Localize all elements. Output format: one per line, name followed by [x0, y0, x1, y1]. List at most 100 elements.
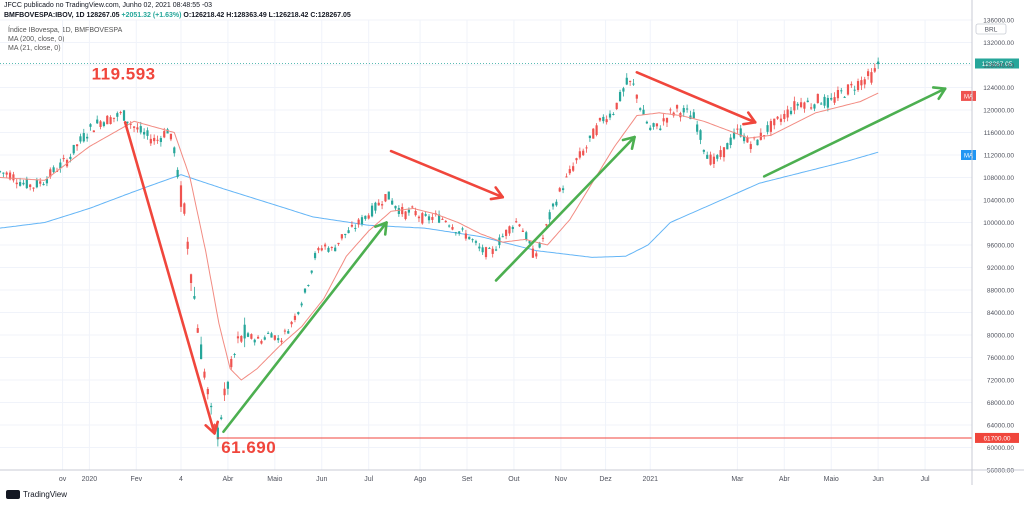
- candle: [625, 77, 628, 85]
- candle: [484, 247, 488, 258]
- candle: [19, 182, 22, 186]
- currency-box: [975, 23, 1007, 35]
- candle: [280, 340, 283, 343]
- candle: [642, 109, 645, 115]
- candle: [360, 217, 364, 224]
- axes: 56000.00 60000.00 64000.00 68000.00 72000.00…: [0, 0, 1024, 485]
- candle: [72, 144, 75, 154]
- candle: [793, 101, 796, 111]
- candle: [833, 97, 836, 103]
- candle: [608, 113, 612, 118]
- symbol-line: BMFBOVESPA:IBOV, 1D 128267.05 +2051.32 (…: [4, 12, 351, 19]
- candle: [866, 71, 870, 76]
- footer-brand: TradingView: [23, 490, 68, 499]
- candle: [494, 249, 498, 251]
- candle: [468, 236, 471, 240]
- candle: [112, 117, 116, 119]
- candle: [716, 155, 719, 159]
- legend-ma200[interactable]: MA (200, close, 0): [8, 36, 65, 43]
- candle: [189, 274, 193, 284]
- ohlc-high: 128363.49: [233, 12, 267, 19]
- trend-arrowhead-3: [489, 186, 505, 201]
- candle: [431, 217, 434, 220]
- candle: [253, 339, 256, 343]
- candle: [877, 61, 880, 65]
- candle: [652, 123, 655, 127]
- candle: [488, 247, 491, 249]
- candle: [303, 288, 307, 293]
- x-tick-label: Jun: [873, 476, 884, 483]
- candle: [35, 179, 38, 188]
- candle: [820, 103, 823, 105]
- price-change: +2051.32 (+1.63%): [121, 12, 182, 19]
- candle: [712, 156, 716, 164]
- candle: [42, 184, 45, 186]
- y-tick-label: 132000.00: [983, 40, 1014, 47]
- candle: [639, 108, 642, 110]
- legend-ma21[interactable]: MA (21, close, 0): [8, 45, 61, 52]
- candle: [92, 130, 95, 133]
- symbol: BMFBOVESPA:IBOV, 1D: [4, 12, 85, 19]
- candle: [169, 133, 173, 140]
- arrows-layer: [123, 71, 947, 435]
- candle: [226, 381, 230, 389]
- candle: [203, 371, 206, 378]
- x-tick-label: Maio: [267, 476, 282, 483]
- candle: [119, 112, 122, 114]
- candle: [655, 123, 659, 127]
- tradingview-logo-icon: [6, 490, 20, 499]
- ma-tag: [961, 150, 976, 160]
- x-tick-label: Abr: [222, 476, 234, 483]
- candle: [521, 230, 524, 232]
- y-tick-label: 100000.00: [983, 220, 1014, 227]
- grid: [0, 19, 972, 471]
- candle: [29, 184, 32, 188]
- candle: [223, 388, 226, 396]
- candle: [179, 185, 183, 207]
- candle: [706, 154, 709, 159]
- annotations-layer: 119.593 61.690: [92, 65, 276, 458]
- candle: [277, 338, 280, 341]
- candle: [803, 102, 806, 109]
- ohlc-c-label: C:: [310, 12, 318, 19]
- candle: [461, 228, 464, 230]
- y-tick-label: 80000.00: [987, 333, 1014, 340]
- candle: [407, 209, 411, 213]
- current-price-tag: [975, 58, 1019, 69]
- last-price: 128267.05: [86, 12, 120, 19]
- candle: [347, 230, 350, 234]
- x-tick-label: Maio: [824, 476, 839, 483]
- candle: [746, 137, 749, 143]
- candle: [216, 427, 219, 440]
- candle: [853, 89, 856, 91]
- legend-title: Índice IBovespa, 1D, BMFBOVESPA: [8, 27, 123, 34]
- candle: [153, 137, 156, 142]
- candle: [595, 125, 598, 135]
- candle: [243, 324, 246, 339]
- ma200-line: [0, 151, 879, 258]
- candle: [136, 127, 139, 130]
- candle: [69, 156, 72, 160]
- candle: [732, 131, 736, 139]
- candle: [240, 335, 243, 342]
- candle: [454, 232, 457, 234]
- ohlc-open: 126218.42: [191, 12, 225, 19]
- candle: [126, 121, 129, 124]
- candle: [474, 241, 478, 243]
- candle: [210, 405, 213, 408]
- candle: [293, 315, 297, 320]
- x-tick-label: ov: [59, 476, 67, 483]
- candle: [458, 231, 461, 234]
- candle: [297, 312, 300, 315]
- candle: [471, 239, 474, 241]
- candle: [166, 129, 169, 134]
- candle: [143, 131, 146, 135]
- ma-tag: [961, 90, 976, 101]
- candle: [799, 102, 803, 108]
- y-tick-label: 112000.00: [984, 153, 1015, 160]
- candle: [682, 107, 685, 113]
- candle: [263, 337, 266, 340]
- footer[interactable]: TradingView: [6, 490, 67, 499]
- candle: [508, 226, 511, 234]
